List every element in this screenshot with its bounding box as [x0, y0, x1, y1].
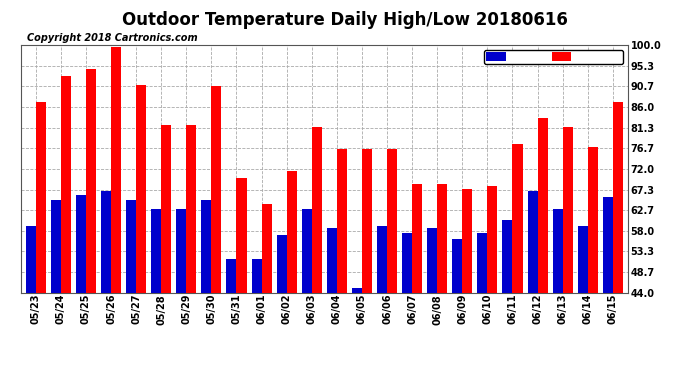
Bar — [412, 184, 422, 292]
Bar — [61, 76, 71, 292]
Bar — [136, 85, 146, 292]
Bar — [286, 171, 297, 292]
Bar — [277, 235, 286, 292]
Bar — [252, 260, 262, 292]
Bar — [513, 144, 522, 292]
Bar — [126, 200, 136, 292]
Bar — [186, 124, 197, 292]
Bar — [237, 178, 246, 292]
Bar — [528, 191, 538, 292]
Bar — [427, 228, 437, 292]
Bar — [578, 226, 588, 292]
Bar — [387, 149, 397, 292]
Bar — [553, 209, 562, 292]
Bar — [211, 86, 221, 292]
Bar — [161, 124, 171, 292]
Bar — [76, 195, 86, 292]
Text: Copyright 2018 Cartronics.com: Copyright 2018 Cartronics.com — [27, 33, 197, 42]
Bar — [26, 226, 36, 292]
Bar — [603, 198, 613, 292]
Bar — [327, 228, 337, 292]
Bar — [402, 233, 412, 292]
Legend: Low  (°F), High  (°F): Low (°F), High (°F) — [484, 50, 623, 64]
Bar — [477, 233, 487, 292]
Bar — [337, 149, 347, 292]
Bar — [176, 209, 186, 292]
Bar — [502, 220, 513, 292]
Bar — [437, 184, 447, 292]
Bar — [151, 209, 161, 292]
Bar — [462, 189, 473, 292]
Bar — [101, 191, 111, 292]
Bar — [201, 200, 211, 292]
Bar — [312, 127, 322, 292]
Bar — [377, 226, 387, 292]
Bar — [262, 204, 272, 292]
Bar — [538, 118, 548, 292]
Bar — [51, 200, 61, 292]
Bar — [588, 147, 598, 292]
Bar — [352, 288, 362, 292]
Bar — [111, 47, 121, 292]
Bar — [302, 209, 312, 292]
Bar — [613, 102, 623, 292]
Bar — [36, 102, 46, 292]
Bar — [452, 240, 462, 292]
Bar — [86, 69, 96, 292]
Bar — [487, 186, 497, 292]
Text: Outdoor Temperature Daily High/Low 20180616: Outdoor Temperature Daily High/Low 20180… — [122, 11, 568, 29]
Bar — [562, 127, 573, 292]
Bar — [226, 260, 237, 292]
Bar — [362, 149, 372, 292]
